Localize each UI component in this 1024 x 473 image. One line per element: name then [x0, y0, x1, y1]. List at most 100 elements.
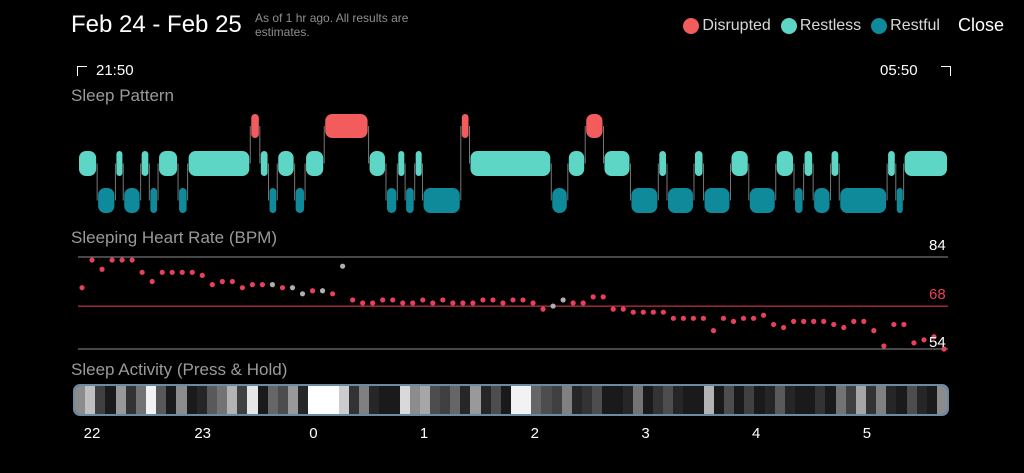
- activity-cell: [521, 386, 532, 414]
- hr-point: [239, 285, 245, 291]
- hr-point: [650, 309, 656, 315]
- hr-point: [831, 321, 837, 328]
- hr-point: [640, 309, 646, 315]
- sleep-segment-restful: [386, 188, 397, 213]
- hr-point: [259, 282, 266, 288]
- sleep-segment-restful: [896, 188, 903, 213]
- hr-point: [99, 266, 105, 272]
- legend-restless: Restless: [780, 16, 862, 35]
- hr-point: [740, 315, 747, 321]
- activity-cell: [673, 386, 684, 414]
- sleep-segment-restful: [749, 188, 775, 213]
- range-end-time: 05:50: [880, 62, 918, 79]
- activity-cell: [500, 386, 512, 414]
- time-axis-tick: 5: [862, 425, 872, 442]
- sleep-segment-restful: [814, 188, 830, 213]
- hr-point: [430, 300, 436, 306]
- legend: Disrupted Restless Restful Close: [683, 15, 1004, 36]
- sleep-segment-restful: [840, 188, 887, 213]
- sleep-segment-restless: [79, 151, 97, 176]
- hr-point: [680, 315, 686, 321]
- activity-cell: [308, 386, 319, 414]
- hr-point: [590, 294, 596, 300]
- activity-cell: [156, 386, 167, 414]
- hr-point: [610, 306, 616, 312]
- activity-cell: [176, 386, 187, 414]
- restless-swatch: [780, 17, 797, 34]
- hr-point: [570, 300, 576, 306]
- activity-cell: [865, 386, 877, 414]
- sleep-segment-restless: [604, 151, 630, 176]
- activity-cell: [571, 386, 583, 414]
- hr-point: [660, 309, 666, 315]
- sleep-segment-restless: [804, 151, 813, 176]
- hr-min-label: 54: [929, 334, 946, 351]
- hr-avg-label: 68: [929, 286, 946, 303]
- activity-cell: [936, 386, 947, 414]
- activity-cell: [703, 386, 714, 414]
- legend-restless-label: Restless: [799, 16, 862, 34]
- hr-point: [109, 257, 115, 263]
- hr-point: [580, 300, 586, 306]
- hr-point: [470, 300, 476, 306]
- time-axis-tick: 3: [641, 425, 650, 442]
- sleep-segment-restful: [552, 188, 567, 213]
- sleep-segment-restless: [415, 151, 422, 176]
- hr-point: [771, 321, 777, 328]
- activity-cell: [764, 386, 775, 414]
- sleep-segment-restful: [667, 188, 693, 213]
- activity-cell: [318, 386, 329, 414]
- hr-point: [710, 328, 717, 334]
- activity-cell: [85, 386, 96, 414]
- heart-rate-label: Sleeping Heart Rate (BPM): [71, 228, 277, 247]
- activity-cell: [247, 386, 258, 414]
- sleep-segment-restless: [831, 151, 839, 176]
- activity-cell: [744, 386, 755, 414]
- activity-cell: [906, 386, 917, 414]
- hr-point: [460, 300, 466, 306]
- activity-cell: [541, 386, 552, 414]
- hr-point: [690, 315, 697, 321]
- sleep-activity-bar[interactable]: [73, 384, 949, 416]
- close-button[interactable]: Close: [957, 15, 1004, 35]
- sleep-segment-restless: [278, 151, 294, 176]
- hr-point: [881, 343, 887, 349]
- sleep-segment-restless: [398, 151, 405, 176]
- hr-point: [891, 321, 897, 328]
- sleep-segment-restless: [141, 151, 149, 176]
- activity-cell: [825, 386, 836, 414]
- sleep-segment-restful: [124, 188, 140, 213]
- activity-cell: [531, 386, 542, 414]
- hr-point: [440, 297, 446, 303]
- activity-cell: [186, 386, 197, 414]
- sleep-segment-restful: [179, 188, 187, 213]
- activity-cell: [815, 386, 826, 414]
- hr-point: [189, 269, 195, 275]
- hr-point: [540, 306, 546, 312]
- hr-point: [299, 291, 306, 297]
- hr-point: [289, 285, 296, 291]
- hr-point: [490, 297, 496, 303]
- activity-cell: [916, 386, 927, 414]
- hr-point: [340, 263, 346, 269]
- range-end-bracket-icon: [941, 66, 951, 76]
- sleep-pattern-chart[interactable]: [0, 0, 1024, 230]
- time-axis-tick: 23: [194, 425, 212, 442]
- activity-cell: [257, 386, 268, 414]
- activity-cell: [379, 386, 390, 414]
- hr-point: [530, 300, 536, 306]
- sleep-segment-restless: [116, 151, 123, 176]
- activity-cell: [582, 386, 593, 414]
- hr-point: [750, 315, 757, 321]
- hr-point: [851, 318, 857, 324]
- hr-point: [720, 315, 727, 321]
- activity-cell: [612, 386, 623, 414]
- activity-cell: [470, 386, 481, 414]
- activity-cell: [277, 386, 288, 414]
- activity-cell: [693, 386, 704, 414]
- hr-point: [450, 300, 456, 306]
- sleep-pattern-label: Sleep Pattern: [71, 86, 175, 105]
- legend-restful: Restful: [871, 17, 940, 35]
- sleep-segment-restful: [150, 188, 158, 213]
